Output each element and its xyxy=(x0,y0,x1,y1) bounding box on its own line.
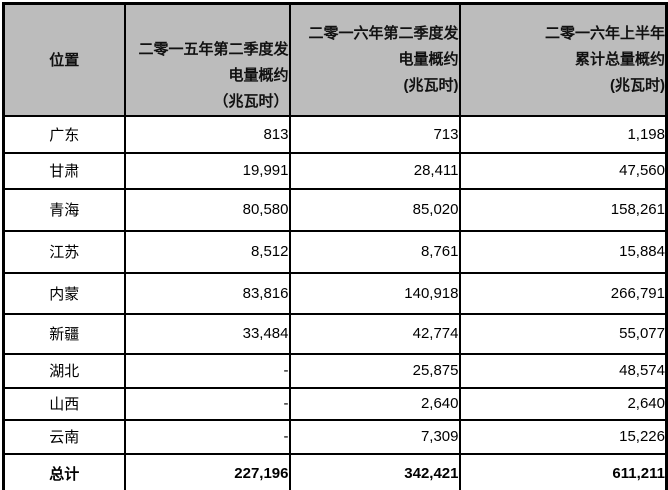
location-cell: 新疆 xyxy=(2,312,126,355)
value-2016-q2-cell: 2,640 xyxy=(288,386,461,421)
value-2015-q2-cell: 813 xyxy=(123,114,291,154)
value-2016-q2-cell: 28,411 xyxy=(288,151,461,190)
value-2015-q2-cell: - xyxy=(123,386,291,421)
value-2015-q2-cell: 8,512 xyxy=(123,229,291,274)
location-cell: 江苏 xyxy=(2,229,126,274)
value-2016-h1-cell: 15,226 xyxy=(458,418,668,455)
total-label-cell: 总计 xyxy=(2,452,126,490)
location-cell: 湖北 xyxy=(2,352,126,389)
table-row-yunnan: 云南 - 7,309 15,226 xyxy=(2,418,668,455)
col-header-location: 位置 xyxy=(2,2,126,117)
table-row-neimeng: 内蒙 83,816 140,918 266,791 xyxy=(2,271,668,315)
value-2016-h1-cell: 15,884 xyxy=(458,229,668,274)
table-row-gansu: 甘肃 19,991 28,411 47,560 xyxy=(2,151,668,190)
table-row-shanxi: 山西 - 2,640 2,640 xyxy=(2,386,668,421)
header-line: 累计总量概约 xyxy=(574,50,665,68)
table-row-guangdong: 广东 813 713 1,198 xyxy=(2,114,668,154)
value-2015-q2-cell: - xyxy=(123,352,291,389)
value-2015-q2-cell: 83,816 xyxy=(123,271,291,315)
header-line: （兆瓦时） xyxy=(213,92,289,110)
total-2016-h1-cell: 611,211 xyxy=(458,452,668,490)
header-line: 二零一五年第二季度发 xyxy=(138,40,289,58)
value-2015-q2-cell: - xyxy=(123,418,291,455)
location-cell: 山西 xyxy=(2,386,126,421)
table-row-jiangsu: 江苏 8,512 8,761 15,884 xyxy=(2,229,668,274)
value-2015-q2-cell: 19,991 xyxy=(123,151,291,190)
value-2016-h1-cell: 266,791 xyxy=(458,271,668,315)
header-line: 二零一六年上半年 xyxy=(544,24,665,42)
value-2016-q2-cell: 25,875 xyxy=(288,352,461,389)
location-cell: 青海 xyxy=(2,187,126,232)
value-2016-q2-cell: 7,309 xyxy=(288,418,461,455)
value-2016-q2-cell: 140,918 xyxy=(288,271,461,315)
header-row: 位置 二零一五年第二季度发 电量概约 （兆瓦时） 二零一六年第二季度发 电量概约… xyxy=(2,2,668,117)
value-2015-q2-cell: 33,484 xyxy=(123,312,291,355)
value-2015-q2-cell: 80,580 xyxy=(123,187,291,232)
value-2016-q2-cell: 8,761 xyxy=(288,229,461,274)
value-2016-h1-cell: 1,198 xyxy=(458,114,668,154)
value-2016-h1-cell: 2,640 xyxy=(458,386,668,421)
value-2016-h1-cell: 47,560 xyxy=(458,151,668,190)
table-row-total: 总计 227,196 342,421 611,211 xyxy=(2,452,668,490)
header-line: (兆瓦时) xyxy=(610,76,665,94)
total-2015-q2-cell: 227,196 xyxy=(123,452,291,490)
value-2016-q2-cell: 85,020 xyxy=(288,187,461,232)
col-header-2015-q2: 二零一五年第二季度发 电量概约 （兆瓦时） xyxy=(123,2,291,117)
header-line: 电量概约 xyxy=(228,66,289,84)
table-row-xinjiang: 新疆 33,484 42,774 55,077 xyxy=(2,312,668,355)
value-2016-h1-cell: 55,077 xyxy=(458,312,668,355)
value-2016-q2-cell: 42,774 xyxy=(288,312,461,355)
value-2016-q2-cell: 713 xyxy=(288,114,461,154)
col-header-2016-q2: 二零一六年第二季度发 电量概约 (兆瓦时) xyxy=(288,2,461,117)
location-cell: 广东 xyxy=(2,114,126,154)
location-cell: 云南 xyxy=(2,418,126,455)
col-header-2016-h1: 二零一六年上半年 累计总量概约 (兆瓦时) xyxy=(458,2,668,117)
value-2016-h1-cell: 158,261 xyxy=(458,187,668,232)
location-cell: 甘肃 xyxy=(2,151,126,190)
header-line: 二零一六年第二季度发 xyxy=(308,24,459,42)
total-2016-q2-cell: 342,421 xyxy=(288,452,461,490)
location-cell: 内蒙 xyxy=(2,271,126,315)
header-line: (兆瓦时) xyxy=(403,76,459,94)
table-row-qinghai: 青海 80,580 85,020 158,261 xyxy=(2,187,668,232)
value-2016-h1-cell: 48,574 xyxy=(458,352,668,389)
header-line: 电量概约 xyxy=(398,50,459,68)
table-row-hubei: 湖北 - 25,875 48,574 xyxy=(2,352,668,389)
